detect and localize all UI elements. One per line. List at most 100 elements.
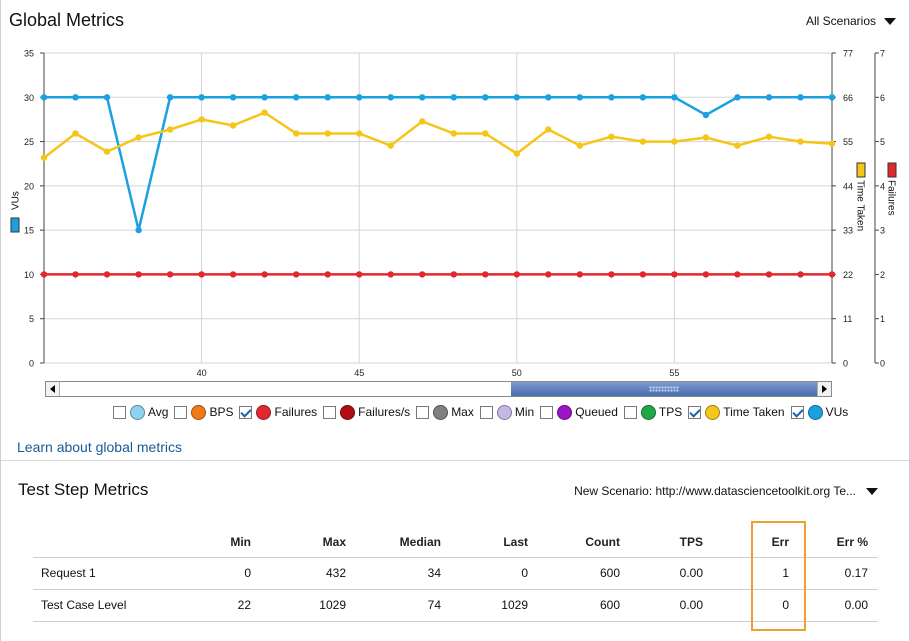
data-point-vus xyxy=(828,94,836,101)
learn-global-metrics-link[interactable]: Learn about global metrics xyxy=(17,439,182,455)
data-point-time-taken xyxy=(261,109,268,116)
legend-checkbox[interactable] xyxy=(623,405,637,419)
data-point-time-taken xyxy=(387,142,394,149)
data-point-failures xyxy=(135,271,142,278)
scroll-left-button[interactable] xyxy=(46,382,60,396)
legend-label: Time Taken xyxy=(723,405,785,419)
x-tick-label: 50 xyxy=(512,368,522,378)
legend-checkbox[interactable] xyxy=(688,405,702,419)
legend-checkbox[interactable] xyxy=(113,405,126,419)
data-point-vus xyxy=(450,94,457,101)
legend-item-queued[interactable]: Queued xyxy=(540,404,618,420)
data-point-time-taken xyxy=(166,126,174,133)
data-point-failures xyxy=(261,271,268,278)
x-tick-label: 40 xyxy=(197,368,207,378)
data-point-time-taken xyxy=(545,126,552,133)
test-step-metrics-table: Min Max Median Last Count TPS Err Err % … xyxy=(33,528,878,622)
data-point-vus xyxy=(482,94,489,101)
data-point-vus xyxy=(513,94,520,101)
cell-name: Request 1 xyxy=(33,557,163,590)
cell-name: Test Case Level xyxy=(33,589,163,622)
data-point-failures xyxy=(324,271,331,278)
data-point-failures xyxy=(103,271,111,278)
data-point-failures xyxy=(797,271,804,278)
legend-checkbox[interactable] xyxy=(790,405,804,419)
data-point-vus xyxy=(765,94,773,101)
data-point-time-taken xyxy=(103,148,111,155)
y-right-axis: Failures xyxy=(886,162,897,216)
y-right-tick-label: 7 xyxy=(880,49,885,59)
cell-min: 0 xyxy=(163,557,261,590)
data-point-time-taken xyxy=(356,130,363,137)
scroll-thumb[interactable] xyxy=(511,382,817,396)
legend-item-avg[interactable]: Avg xyxy=(113,404,168,420)
y-right-axis-swatch xyxy=(887,162,897,178)
cell-last: 0 xyxy=(451,557,538,590)
legend-color-dot-icon xyxy=(807,404,823,420)
scenario-dropdown[interactable]: All Scenarios xyxy=(806,14,896,28)
legend-checkbox[interactable] xyxy=(323,405,337,419)
test-step-metrics-title: Test Step Metrics xyxy=(18,480,149,499)
table-row[interactable]: Test Case Level 22 1029 74 1029 600 0.00… xyxy=(33,589,878,622)
y-right-tick-label: 4 xyxy=(880,181,885,191)
step-scenario-dropdown[interactable]: New Scenario: http://www.datasciencetool… xyxy=(574,484,878,498)
chevron-down-icon xyxy=(866,487,878,495)
data-point-vus xyxy=(576,94,583,101)
legend-item-failures-s[interactable]: Failures/s xyxy=(323,404,410,420)
y-mid-axis-label: Time Taken xyxy=(855,180,866,231)
data-point-failures xyxy=(639,271,647,278)
x-tick-label: 45 xyxy=(354,368,364,378)
chart-horizontal-scrollbar[interactable] xyxy=(45,381,832,397)
y-mid-tick-label: 11 xyxy=(843,314,852,324)
data-point-failures xyxy=(293,271,300,278)
data-point-vus xyxy=(324,94,331,101)
data-point-time-taken xyxy=(293,130,300,137)
legend-checkbox[interactable] xyxy=(239,405,253,419)
data-point-vus xyxy=(671,94,678,101)
legend-label: BPS xyxy=(209,405,234,419)
data-point-time-taken xyxy=(702,134,710,141)
chart-legend: Avg BPS Failures Failures/s Max Min Queued TPS T… xyxy=(113,403,854,421)
legend-color-dot-icon xyxy=(130,404,145,420)
legend-checkbox[interactable] xyxy=(416,405,430,419)
legend-item-bps[interactable]: BPS xyxy=(174,404,234,420)
legend-label: Failures xyxy=(274,405,318,419)
data-point-failures xyxy=(513,271,520,278)
scroll-right-button[interactable] xyxy=(817,382,831,396)
legend-checkbox[interactable] xyxy=(174,405,188,419)
data-point-time-taken xyxy=(734,142,741,149)
legend-item-time-taken[interactable]: Time Taken xyxy=(688,404,785,420)
grip-icon xyxy=(649,386,679,392)
legend-checkbox[interactable] xyxy=(479,405,493,419)
y-mid-tick-label: 55 xyxy=(843,137,853,147)
data-point-vus xyxy=(545,94,552,101)
table-row[interactable]: Request 1 0 432 34 0 600 0.00 1 0.17 xyxy=(33,557,878,590)
legend-color-dot-icon xyxy=(340,404,356,420)
data-point-vus xyxy=(72,94,79,101)
cell-last: 1029 xyxy=(451,589,538,622)
data-point-time-taken xyxy=(482,130,489,137)
y-mid-tick-label: 22 xyxy=(843,270,853,280)
data-point-vus xyxy=(166,94,174,101)
data-point-failures xyxy=(166,271,174,278)
data-point-failures xyxy=(419,271,426,278)
legend-item-failures[interactable]: Failures xyxy=(239,404,318,420)
legend-item-min[interactable]: Min xyxy=(479,404,534,420)
legend-item-tps[interactable]: TPS xyxy=(623,404,682,420)
y-left-tick-label: 25 xyxy=(24,137,34,147)
y-right-tick-label: 0 xyxy=(880,359,885,369)
y-mid-axis-swatch xyxy=(856,162,866,178)
data-point-failures xyxy=(450,271,457,278)
scenario-dropdown-label: All Scenarios xyxy=(805,14,876,28)
legend-item-max[interactable]: Max xyxy=(416,404,474,420)
legend-checkbox[interactable] xyxy=(540,405,554,419)
data-point-vus xyxy=(261,94,268,101)
legend-color-dot-icon xyxy=(557,404,573,420)
legend-color-dot-icon xyxy=(191,404,207,420)
y-left-tick-label: 30 xyxy=(24,93,34,103)
legend-item-vus[interactable]: VUs xyxy=(790,404,848,420)
data-point-failures xyxy=(671,271,678,278)
series-line-vus xyxy=(44,96,832,231)
data-point-failures xyxy=(40,271,48,278)
data-point-vus xyxy=(734,94,741,101)
